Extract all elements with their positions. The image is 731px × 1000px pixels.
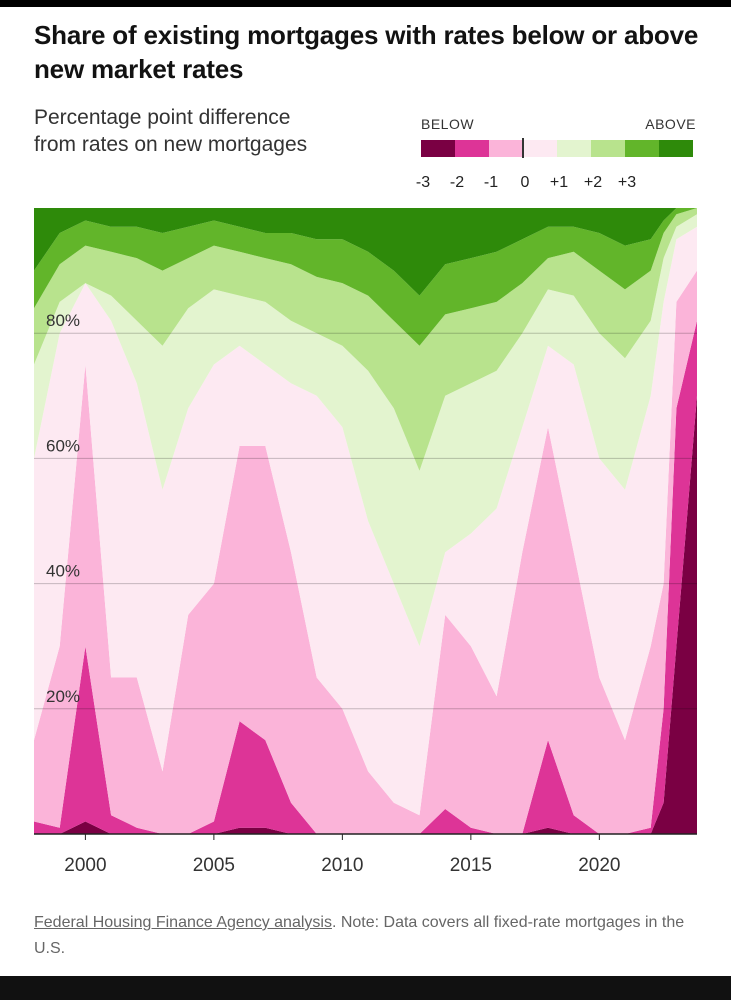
x-tick-label: 2000 bbox=[64, 855, 106, 876]
area-band bbox=[34, 208, 697, 471]
source-note: Federal Housing Finance Agency analysis.… bbox=[34, 910, 694, 962]
top-bar bbox=[0, 0, 731, 7]
legend-tick-label: -1 bbox=[483, 174, 499, 191]
legend-swatch bbox=[659, 140, 693, 157]
legend-above-label: ABOVE bbox=[645, 116, 696, 132]
y-tick-label: 60% bbox=[46, 436, 80, 455]
legend-swatch bbox=[489, 140, 523, 157]
area-band bbox=[34, 320, 697, 834]
area-band bbox=[34, 214, 697, 647]
legend-swatch bbox=[591, 140, 625, 157]
bottom-bar bbox=[0, 976, 731, 1000]
source-note-text: . Note: Data covers all fixed-rate mortg… bbox=[34, 914, 685, 957]
area-band bbox=[34, 208, 697, 296]
legend-swatch bbox=[421, 140, 455, 157]
legend-swatch bbox=[522, 138, 557, 158]
legend-swatch bbox=[557, 140, 591, 157]
chart-subtitle: Percentage point difference from rates o… bbox=[34, 106, 308, 156]
legend-tick-label: +1 bbox=[549, 174, 569, 191]
color-legend: BELOW ABOVE -3 -2 -1 0 +1 +2 +3 bbox=[416, 116, 696, 196]
source-link[interactable]: Federal Housing Finance Agency analysis bbox=[34, 914, 332, 931]
legend-tick-label: +3 bbox=[617, 174, 637, 191]
y-tick-label: 40% bbox=[46, 562, 80, 581]
area-band bbox=[34, 226, 697, 816]
x-tick-label: 2020 bbox=[578, 855, 620, 876]
chart-svg: 20% 40% 60% 80% 2000 2005 2010 2015 2020 bbox=[34, 208, 697, 876]
legend-swatches bbox=[421, 138, 693, 158]
chart-title: Share of existing mortgages with rates b… bbox=[34, 20, 699, 84]
area-band bbox=[34, 208, 697, 346]
legend-swatch bbox=[455, 140, 489, 157]
y-tick-label: 20% bbox=[46, 687, 80, 706]
y-tick-label: 80% bbox=[46, 311, 80, 330]
legend-tick-label: +2 bbox=[583, 174, 603, 191]
x-tick-label: 2015 bbox=[450, 855, 492, 876]
area-band bbox=[34, 270, 697, 835]
legend-below-label: BELOW bbox=[421, 116, 475, 132]
area-chart: 20% 40% 60% 80% 2000 2005 2010 2015 2020 bbox=[0, 195, 731, 895]
x-tick-label: 2005 bbox=[193, 855, 235, 876]
legend-tick-label: 0 bbox=[520, 174, 530, 191]
x-tick-label: 2010 bbox=[321, 855, 363, 876]
legend-swatch bbox=[625, 140, 659, 157]
legend-tick-label: -2 bbox=[449, 174, 465, 191]
legend-tick-label: -3 bbox=[415, 174, 431, 191]
